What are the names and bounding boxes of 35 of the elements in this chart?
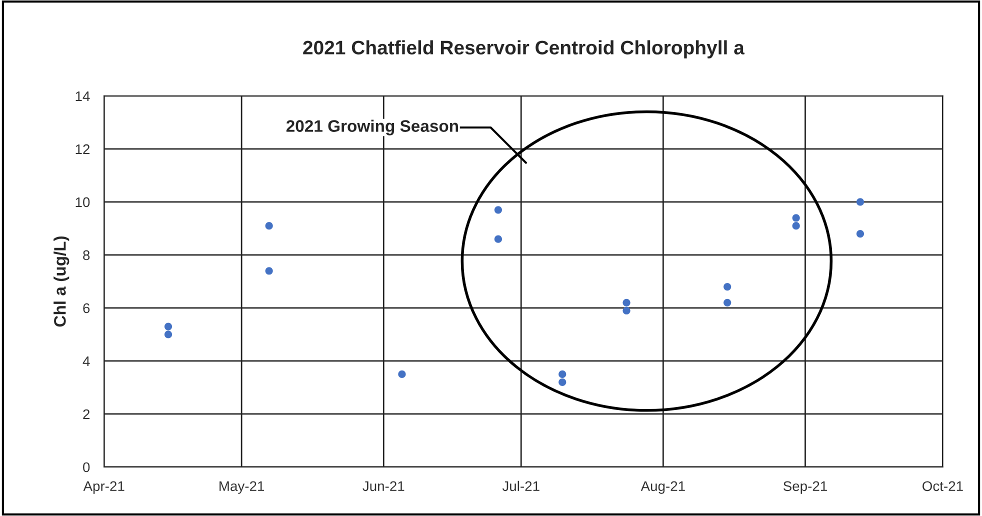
- point: [558, 370, 566, 378]
- point: [494, 206, 502, 214]
- point: [792, 214, 800, 222]
- point: [724, 282, 732, 291]
- y-tick-label: 12: [76, 144, 90, 154]
- point: [558, 378, 566, 386]
- y-tick-label: 2: [83, 409, 90, 420]
- point: [856, 230, 864, 238]
- x-tick-label: Sep-21: [783, 481, 827, 494]
- point: [622, 298, 630, 306]
- x-tick-label: Jun-21: [362, 481, 404, 492]
- point: [164, 330, 172, 338]
- point: [724, 298, 732, 306]
- chart-title: 2021 Chatfield Reservoir Centroid Chlorophyll a: [303, 40, 745, 58]
- point: [265, 222, 273, 230]
- point: [792, 222, 800, 230]
- point: [265, 267, 273, 275]
- y-tick-label: 4: [82, 356, 90, 366]
- x-tick-label: Apr-21: [83, 481, 124, 494]
- x-tick-label: May-21: [220, 481, 264, 494]
- point: [164, 322, 172, 330]
- point: [398, 370, 406, 378]
- y-tick-label: 10: [76, 197, 90, 208]
- y-axis-title: Chl a (ug/L): [54, 236, 70, 327]
- point: [856, 198, 864, 206]
- x-tick-label: Aug-21: [640, 481, 685, 494]
- y-tick-label: 14: [76, 91, 90, 102]
- annotation: 2021 Growing Season: [286, 120, 458, 136]
- y-tick-label: 0: [83, 462, 90, 472]
- point: [622, 306, 630, 314]
- x-tick-label: Jul-21: [502, 480, 540, 492]
- y-tick-label: 6: [83, 303, 90, 314]
- y-tick-label: 8: [83, 250, 90, 260]
- point: [494, 235, 502, 243]
- x-tick-label: Oct-21: [922, 481, 963, 492]
